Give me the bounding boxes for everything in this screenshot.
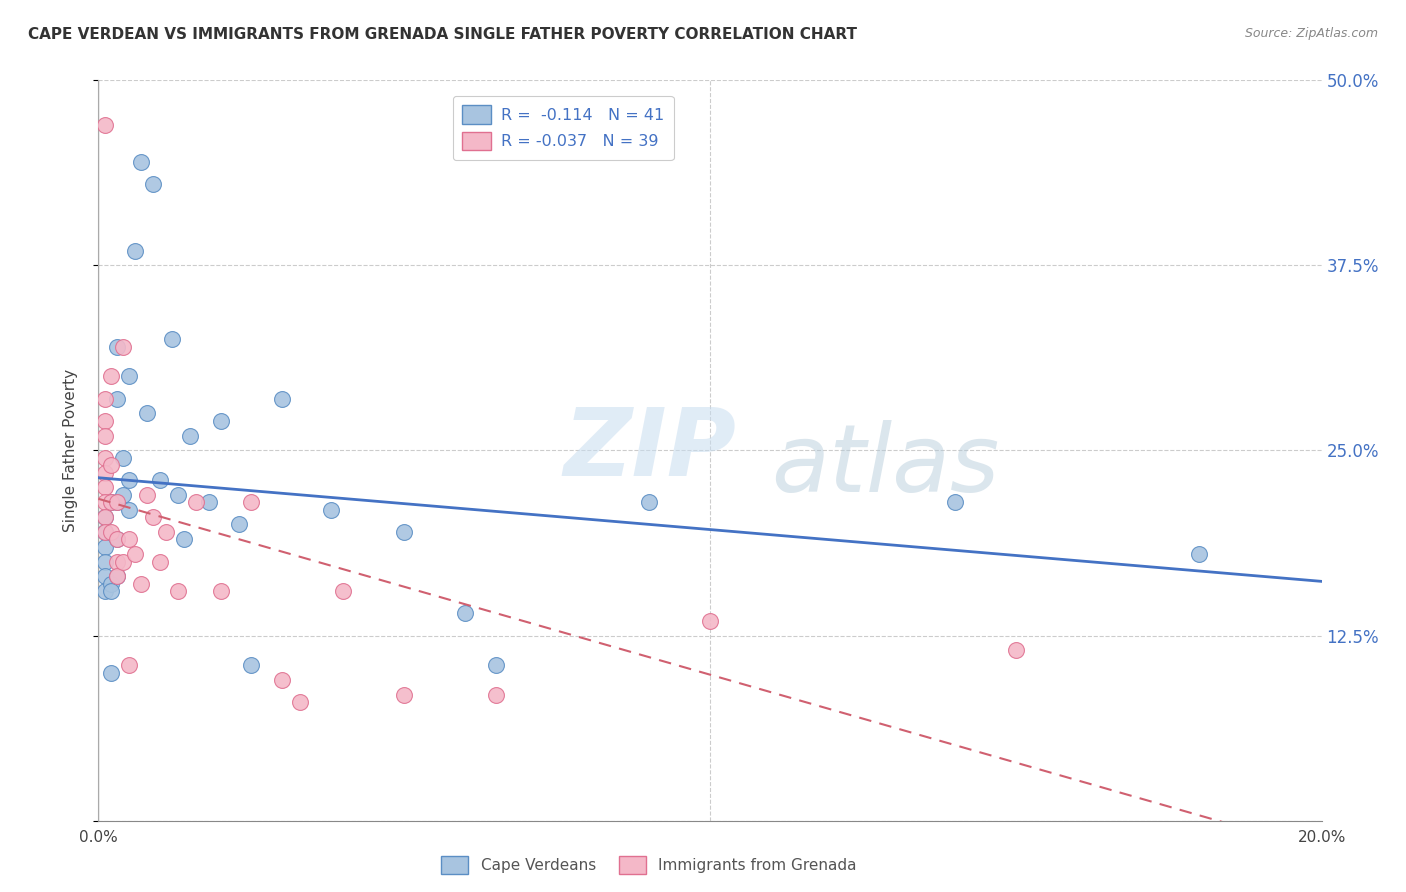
Point [228,517,250,532]
Point [392,524,416,539]
Point [118,658,141,673]
Point [93,450,115,465]
Point [270,673,292,687]
Point [100,369,122,384]
Text: ZIP: ZIP [564,404,737,497]
Point [93,524,115,539]
Point [1188,547,1211,561]
Point [149,555,172,569]
Point [111,488,134,502]
Point [93,510,115,524]
Point [105,495,128,509]
Point [485,658,508,673]
Point [240,495,263,509]
Point [1004,643,1026,657]
Point [186,495,208,509]
Point [93,584,115,599]
Point [943,495,966,509]
Point [93,118,115,132]
Point [93,555,115,569]
Text: CAPE VERDEAN VS IMMIGRANTS FROM GRENADA SINGLE FATHER POVERTY CORRELATION CHART: CAPE VERDEAN VS IMMIGRANTS FROM GRENADA … [28,27,858,42]
Point [93,524,115,539]
Point [290,695,312,709]
Point [105,555,128,569]
Point [149,473,172,487]
Point [105,340,128,354]
Point [209,414,232,428]
Point [155,524,177,539]
Point [136,407,159,421]
Point [100,576,122,591]
Point [129,576,152,591]
Y-axis label: Single Father Poverty: Single Father Poverty [63,369,77,532]
Point [179,428,201,442]
Point [485,688,508,702]
Point [105,533,128,547]
Point [93,510,115,524]
Point [332,584,354,599]
Point [454,607,477,621]
Point [209,584,232,599]
Point [100,584,122,599]
Point [118,533,141,547]
Point [124,547,146,561]
Point [142,510,165,524]
Point [93,540,115,554]
Point [100,495,122,509]
Point [100,495,122,509]
Text: atlas: atlas [772,420,1000,511]
Point [142,177,165,191]
Point [105,495,128,509]
Point [93,569,115,583]
Point [270,392,292,406]
Point [118,502,141,516]
Point [637,495,661,509]
Point [167,584,190,599]
Point [124,244,146,258]
Point [197,495,219,509]
Point [100,665,122,680]
Point [105,569,128,583]
Point [136,488,159,502]
Point [93,466,115,480]
Point [118,369,141,384]
Point [100,524,122,539]
Point [105,392,128,406]
Point [111,450,134,465]
Point [93,414,115,428]
Point [93,495,115,509]
Legend: Cape Verdeans, Immigrants from Grenada: Cape Verdeans, Immigrants from Grenada [434,850,863,880]
Point [105,569,128,583]
Point [319,502,342,516]
Point [93,392,115,406]
Point [111,340,134,354]
Point [167,488,190,502]
Point [240,658,263,673]
Point [100,458,122,473]
Point [105,533,128,547]
Point [118,473,141,487]
Point [111,555,134,569]
Text: Source: ZipAtlas.com: Source: ZipAtlas.com [1244,27,1378,40]
Point [173,533,195,547]
Point [392,688,416,702]
Point [699,614,721,628]
Point [93,428,115,442]
Point [93,481,115,495]
Point [129,154,152,169]
Point [160,333,183,347]
